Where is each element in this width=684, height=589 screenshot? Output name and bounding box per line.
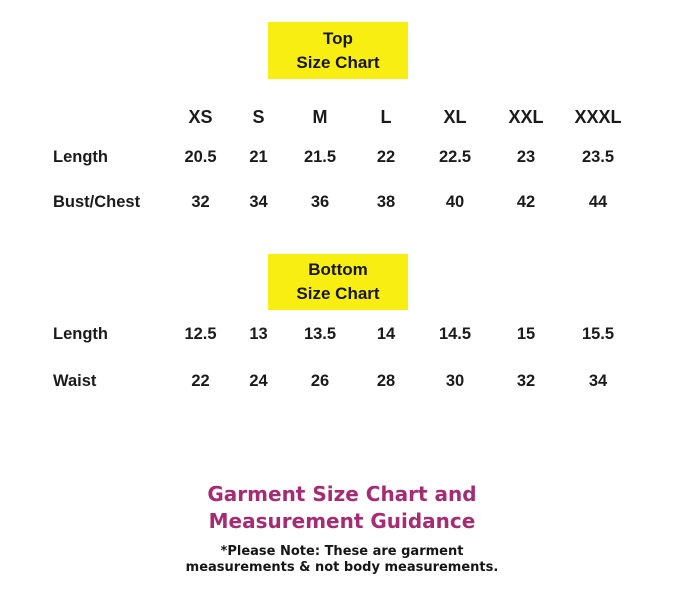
footer-heading-line1: Garment Size Chart and [207,482,477,506]
bottom-length-value-xxl: 15 [516,325,536,343]
waist-row-label: Waist [53,372,97,390]
top-length-value-m: 21.5 [303,147,337,166]
waist-value-xxxl: 34 [588,372,608,390]
bust-chest-value-m: 36 [310,192,330,211]
size-header-s: S [252,106,265,127]
top-size-chart-title-box: Top Size Chart [268,22,408,79]
waist-value-l: 28 [376,372,396,390]
size-header-xs: XS [188,106,213,127]
bottom-length-value-m: 13.5 [303,325,337,343]
bottom-title-line2: Size Chart [296,284,380,303]
top-length-value-xs: 20.5 [184,147,217,166]
footer-note-line1: *Please Note: These are garment [220,544,464,559]
top-length-value-s: 21 [249,147,268,166]
bust-chest-value-xl: 40 [445,192,465,211]
bottom-length-value-l: 14 [376,325,396,343]
footer-heading: Garment Size Chart and Measurement Guida… [0,481,684,535]
size-header-xxxl: XXXL [574,106,622,127]
top-title-line1: Top [323,28,353,48]
size-header-xxl: XXL [508,106,544,127]
bust-chest-value-l: 38 [376,192,396,211]
footer-note: *Please Note: These are garment measurem… [0,544,684,576]
top-length-value-xl: 22.5 [438,147,472,166]
size-header-l: L [380,106,392,127]
bottom-title-line1: Bottom [308,260,368,279]
bust-chest-value-s: 34 [249,192,268,211]
size-header-xl: XL [443,106,467,127]
bust-chest-row-label: Bust/Chest [53,192,141,211]
footer-note-line2: measurements & not body measurements. [185,560,499,575]
bottom-size-chart-title-box: Bottom Size Chart [268,254,408,310]
top-length-value-xxxl: 23.5 [581,147,615,166]
size-header-m: M [312,106,328,127]
waist-value-xs: 22 [191,372,210,390]
footer: Garment Size Chart and Measurement Guida… [0,481,684,576]
waist-value-xl: 30 [445,372,465,390]
bottom-length-row-label: Length [53,325,108,343]
bottom-length-value-xl: 14.5 [438,325,472,343]
bust-chest-value-xxl: 42 [516,192,536,211]
waist-value-xxl: 32 [516,372,536,390]
footer-heading-line2: Measurement Guidance [208,509,476,533]
bust-chest-value-xxxl: 44 [588,192,608,211]
top-length-value-l: 22 [376,147,396,166]
top-length-value-xxl: 23 [516,147,536,166]
top-size-table: XS S M L XL XXL XXXL Length 20.5 21 21.5… [0,97,634,227]
bottom-length-value-s: 13 [249,325,268,343]
top-length-row-label: Length [53,147,108,166]
waist-value-m: 26 [310,372,330,390]
bottom-length-value-xxxl: 15.5 [581,325,615,343]
bottom-size-table: Length 12.5 13 13.5 14 14.5 15 15.5 Wais… [0,312,634,406]
bust-chest-value-xs: 32 [191,192,210,211]
waist-value-s: 24 [249,372,268,390]
top-title-line2: Size Chart [296,52,380,72]
bottom-length-value-xs: 12.5 [184,325,217,343]
